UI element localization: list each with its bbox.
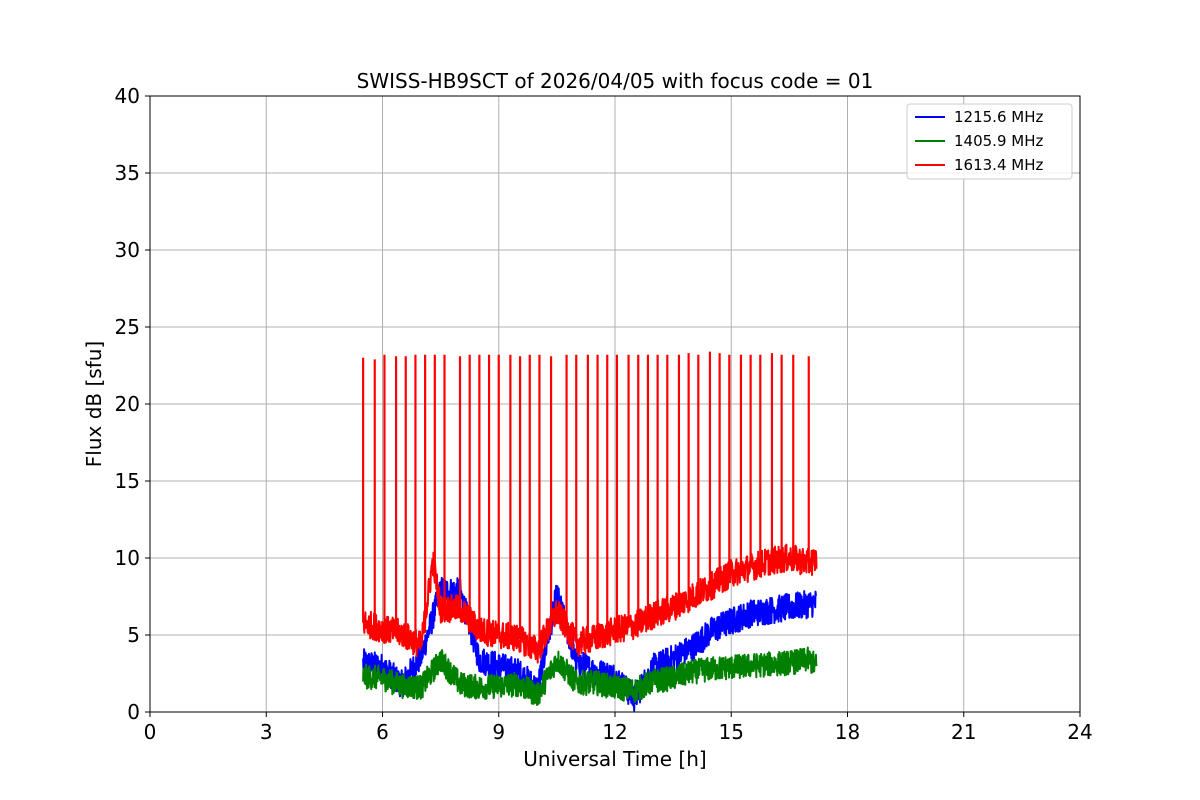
y-tick-label: 25 <box>115 315 140 339</box>
x-tick-label: 18 <box>835 720 860 744</box>
y-tick-label: 15 <box>115 469 140 493</box>
y-tick-label: 0 <box>127 700 140 724</box>
y-tick-label: 35 <box>115 161 140 185</box>
series-line <box>362 646 818 706</box>
y-tick-label: 20 <box>115 392 140 416</box>
legend-label: 1613.4 MHz <box>954 156 1043 174</box>
legend-box <box>906 103 1073 180</box>
chart-title: SWISS-HB9SCT of 2026/04/05 with focus co… <box>357 69 874 93</box>
legend-label: 1215.6 MHz <box>954 108 1043 126</box>
x-tick-label: 6 <box>376 720 389 744</box>
y-tick-label: 10 <box>115 546 140 570</box>
x-tick-label: 12 <box>602 720 627 744</box>
axis-ticks: 0 3 6 9 12 15 18 21 24 0 5 10 15 20 25 30 35 40 <box>115 84 1093 744</box>
x-tick-label: 15 <box>719 720 744 744</box>
x-tick-label: 3 <box>260 720 273 744</box>
y-tick-label: 40 <box>115 84 140 108</box>
x-tick-label: 21 <box>951 720 976 744</box>
legend: 1215.6 MHz 1405.9 MHz 1613.4 MHz <box>906 103 1073 180</box>
y-tick-label: 5 <box>127 623 140 647</box>
series-1 <box>362 646 818 706</box>
legend-label: 1405.9 MHz <box>954 132 1043 150</box>
y-axis-label: Flux dB [sfu] <box>82 341 106 467</box>
series-layer <box>362 351 818 712</box>
x-tick-label: 24 <box>1067 720 1092 744</box>
series-2 <box>362 351 818 664</box>
x-tick-label: 9 <box>492 720 505 744</box>
y-tick-label: 30 <box>115 238 140 262</box>
x-tick-label: 0 <box>144 720 157 744</box>
x-axis-label: Universal Time [h] <box>523 747 706 771</box>
